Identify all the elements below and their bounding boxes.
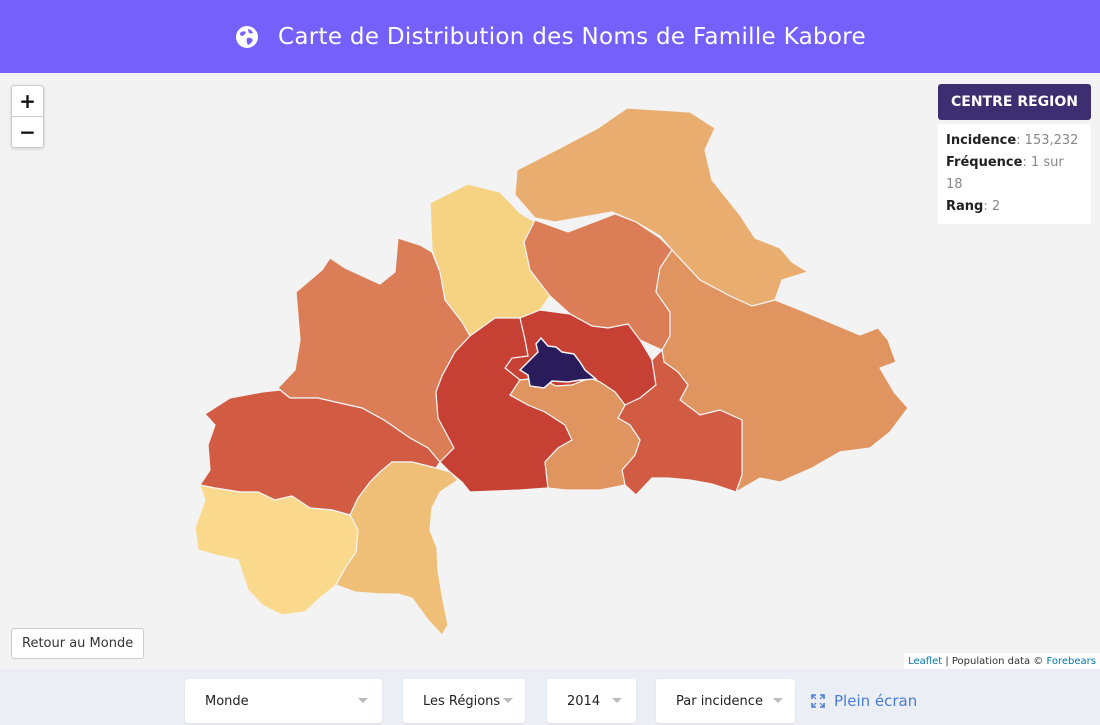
page-title: Carte de Distribution des Noms de Famill… xyxy=(278,23,866,50)
chevron-down-icon xyxy=(773,698,783,703)
map-canvas[interactable]: + − CENTRE REGION Incidence: 153,232 Fré… xyxy=(0,73,1100,669)
frequency-sep: : xyxy=(1022,155,1031,170)
region-name: CENTRE REGION xyxy=(938,84,1091,120)
scope-value: Monde xyxy=(205,693,249,709)
level-value: Les Régions xyxy=(423,693,501,709)
fullscreen-label: Plein écran xyxy=(834,692,918,710)
frequency-value: 1 sur 18 xyxy=(946,155,1064,192)
frequency-row: Fréquence: 1 sur 18 xyxy=(946,152,1083,196)
level-select[interactable]: Les Régions xyxy=(403,679,525,723)
metric-value: Par incidence xyxy=(676,693,763,709)
expand-icon xyxy=(811,694,825,708)
leaflet-link[interactable]: Leaflet xyxy=(908,655,943,667)
rank-row: Rang: 2 xyxy=(946,196,1083,218)
fullscreen-button[interactable]: Plein écran xyxy=(811,689,917,713)
controls-bar: Monde Les Régions 2014 Par incidence Ple… xyxy=(0,669,1100,725)
zoom-in-button[interactable]: + xyxy=(12,86,43,117)
incidence-value: 153,232 xyxy=(1024,133,1079,148)
region-stats: Incidence: 153,232 Fréquence: 1 sur 18 R… xyxy=(938,124,1091,224)
incidence-row: Incidence: 153,232 xyxy=(946,130,1083,152)
frequency-label: Fréquence xyxy=(946,155,1023,170)
region-centre[interactable] xyxy=(518,336,598,389)
attribution-text: | Population data © xyxy=(942,655,1047,667)
globe-icon xyxy=(236,25,259,48)
year-select[interactable]: 2014 xyxy=(547,679,636,723)
rank-sep: : xyxy=(983,199,992,214)
forebears-link[interactable]: Forebears xyxy=(1046,655,1096,667)
region-cascades[interactable] xyxy=(194,484,359,616)
chevron-down-icon xyxy=(503,698,513,703)
zoom-control: + − xyxy=(11,85,44,148)
back-to-world-button[interactable]: Retour au Monde xyxy=(11,628,145,659)
incidence-label: Incidence xyxy=(946,133,1017,148)
region-info-panel: CENTRE REGION Incidence: 153,232 Fréquen… xyxy=(938,84,1091,224)
metric-select[interactable]: Par incidence xyxy=(656,679,795,723)
zoom-out-button[interactable]: − xyxy=(19,120,36,144)
rank-value: 2 xyxy=(991,199,1001,214)
map-attribution: Leaflet | Population data © Forebears xyxy=(904,653,1100,669)
chevron-down-icon xyxy=(612,698,622,703)
chevron-down-icon xyxy=(358,698,368,703)
incidence-sep: : xyxy=(1016,133,1025,148)
header-bar: Carte de Distribution des Noms de Famill… xyxy=(0,0,1100,73)
year-value: 2014 xyxy=(567,693,601,709)
burkina-faso-map[interactable] xyxy=(0,73,1100,669)
scope-select[interactable]: Monde xyxy=(185,679,382,723)
rank-label: Rang xyxy=(946,199,984,214)
